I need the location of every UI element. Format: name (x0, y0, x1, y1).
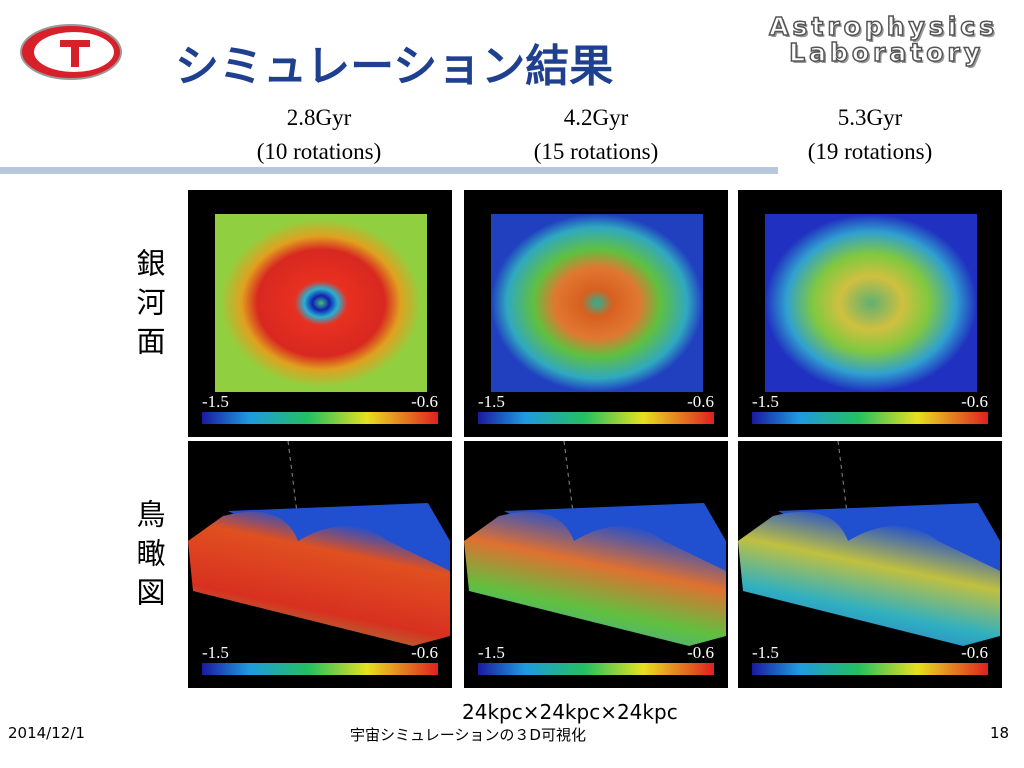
colorbar-max: -0.6 (961, 392, 988, 411)
row-label: 鳥瞰図 (132, 499, 166, 616)
footer-date: 2014/12/1 (8, 724, 85, 742)
column-time: 4.2Gyr (563, 105, 629, 130)
axis-line (563, 440, 575, 522)
caption: 24kpc×24kpc×24kpc (462, 700, 678, 724)
colorbar-min: -1.5 (478, 392, 505, 411)
galaxy-face (215, 214, 427, 392)
logo (20, 24, 122, 80)
axis-line (837, 440, 849, 522)
axis-line (287, 440, 299, 522)
colorbar-max: -0.6 (411, 392, 438, 411)
column-rotations: (15 rotations) (533, 139, 659, 164)
colorbar-max: -0.6 (687, 392, 714, 411)
colorbar-max: -0.6 (411, 643, 438, 662)
colorbar-min: -1.5 (478, 643, 505, 662)
colorbar (752, 663, 988, 675)
colorbar (478, 663, 714, 675)
galaxy-oblique (738, 511, 1000, 646)
colorbar-max: -0.6 (687, 643, 714, 662)
logo-text: Laboratory (788, 37, 984, 68)
galaxy-face (491, 214, 703, 392)
colorbar-max: -0.6 (961, 643, 988, 662)
colorbar-min: -1.5 (202, 392, 229, 411)
slide-title: シミュレーション結果 (175, 41, 614, 92)
row-label: 銀河面 (132, 248, 166, 365)
footer-subject: 宇宙シミュレーションの３D可視化 (350, 726, 586, 744)
colorbar-min: -1.5 (752, 392, 779, 411)
colorbar (202, 663, 438, 675)
colorbar-min: -1.5 (752, 643, 779, 662)
header-rule (0, 167, 778, 174)
colorbar (478, 412, 714, 424)
column-time: 5.3Gyr (837, 105, 903, 130)
galaxy-oblique (188, 511, 450, 646)
logo-text: Astrophysics (768, 11, 998, 42)
column-time: 2.8Gyr (286, 105, 352, 130)
galaxy-oblique (464, 511, 726, 646)
colorbar-min: -1.5 (202, 643, 229, 662)
column-rotations: (10 rotations) (256, 139, 382, 164)
page-number: 18 (990, 724, 1010, 742)
colorbar (202, 412, 438, 424)
column-rotations: (19 rotations) (807, 139, 933, 164)
galaxy-face (765, 214, 977, 392)
colorbar (752, 412, 988, 424)
